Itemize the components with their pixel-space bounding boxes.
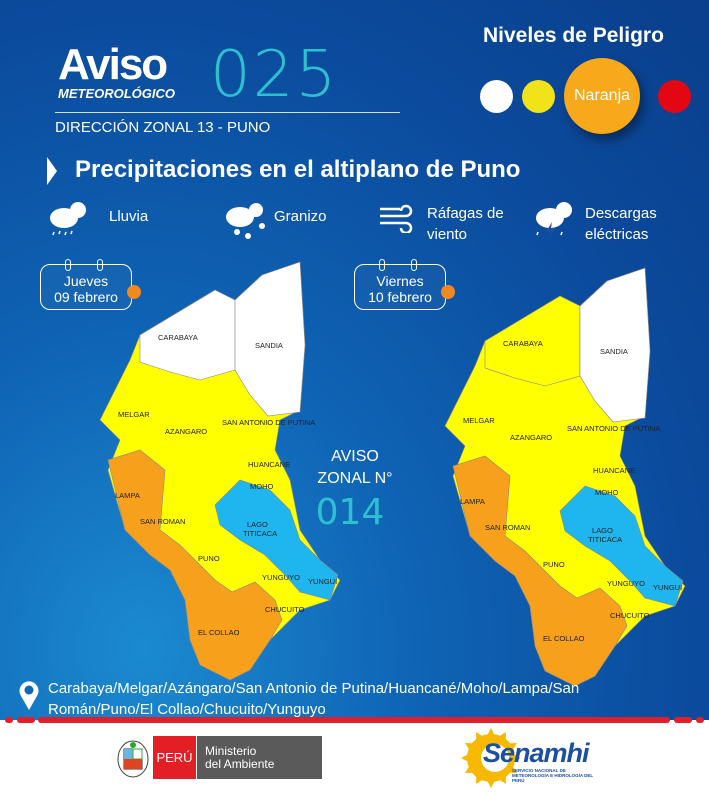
region-lake	[559, 485, 684, 607]
map-viernes: CARABAYA SANDIA MELGAR SAN ANTONIO DE PUTIN…	[444, 267, 686, 687]
peru-coat-of-arms-logo	[117, 740, 149, 778]
map-label-lampa: LAMPA	[115, 491, 140, 500]
location-pin-icon	[19, 681, 39, 710]
region-orange	[107, 449, 283, 681]
level-yellow	[522, 80, 555, 113]
map-label-lago: LAGO	[247, 520, 268, 529]
region-sandia	[579, 267, 651, 423]
main-title: Precipitaciones en el altiplano de Puno	[75, 156, 521, 183]
ministerio-text: Ministerio	[205, 744, 257, 758]
locations-list: Carabaya/Melgar/Azángaro/San Antonio de …	[48, 680, 580, 718]
map-label-san_antonio: SAN ANTONIO DE PUTINA	[567, 424, 660, 433]
ministerio-ambiente-logo: Ministerio del Ambiente	[197, 736, 322, 779]
map-label-sandia: SANDIA	[255, 341, 283, 350]
map-label-yungui: YUNGUI	[653, 583, 682, 592]
map-label-el_collao: EL COLLAO	[198, 628, 240, 637]
map-label-chucuito: CHUCUITO	[610, 611, 650, 620]
map-label-azangaro: AZANGARO	[510, 433, 552, 442]
levels-title: Niveles de Peligro	[483, 24, 664, 47]
rain-cloud-icon	[50, 202, 86, 236]
day-label: Jueves	[63, 273, 109, 289]
senamhi-sun-logo	[462, 728, 520, 788]
map-label-carabaya: CARABAYA	[158, 333, 198, 342]
map-label-huancane: HUANCANE	[248, 460, 290, 469]
level-white	[480, 80, 513, 113]
aviso-zonal-label: AVISO ZONAL N°	[317, 448, 393, 487]
hazard-label: Lluvia	[109, 208, 149, 225]
map-label-san_roman: SAN ROMAN	[485, 523, 530, 532]
hazard-label: Granizo	[274, 208, 327, 225]
wind-gust-icon	[380, 204, 413, 233]
map-label-sandia: SANDIA	[600, 347, 628, 356]
region-carabaya	[139, 289, 236, 381]
map-label-titicaca: TITICACA	[243, 529, 277, 538]
senamhi-subtitle: SERVICIO NACIONAL DE METEOROLOGÍA E HIDR…	[512, 768, 594, 783]
hail-cloud-icon	[226, 203, 265, 239]
thunderstorm-cloud-icon	[536, 202, 572, 240]
divider	[55, 112, 400, 113]
ambiente-text: del Ambiente	[205, 757, 275, 771]
map-label-lago: LAGO	[592, 526, 613, 535]
map-label-huancane: HUANCANE	[593, 466, 635, 475]
level-red	[658, 80, 691, 113]
date-label: 10 febrero	[368, 289, 432, 305]
hazard-label: Ráfagas de viento	[427, 205, 504, 243]
direccion-zonal: DIRECCIÓN ZONAL 13 - PUNO	[55, 119, 271, 136]
orange-dot	[441, 285, 455, 299]
map-label-el_collao: EL COLLAO	[543, 634, 585, 643]
hazard-label: Descargas eléctricas	[585, 205, 657, 243]
map-label-carabaya: CARABAYA	[503, 339, 543, 348]
map-label-yunguyo: YUNGUYO	[262, 573, 300, 582]
region-orange	[452, 455, 628, 687]
date-badge-jueves: Jueves 09 febrero	[40, 259, 141, 310]
date-label: 09 febrero	[54, 289, 118, 305]
region-lake	[214, 479, 339, 601]
map-label-moho: MOHO	[250, 482, 273, 491]
region-sandia	[234, 261, 306, 417]
map-label-titicaca: TITICACA	[588, 535, 622, 544]
map-label-puno: PUNO	[198, 554, 220, 563]
aviso-title: Aviso	[58, 40, 168, 89]
peru-logo: PERÚ	[153, 736, 196, 779]
region-carabaya	[484, 295, 581, 387]
map-label-chucuito: CHUCUITO	[265, 605, 305, 614]
map-label-yunguyo: YUNGUYO	[607, 579, 645, 588]
aviso-zonal-number: 014	[315, 492, 385, 533]
map-label-san_antonio: SAN ANTONIO DE PUTINA	[222, 418, 315, 427]
map-jueves: CARABAYA SANDIA MELGAR SAN ANTONIO DE PUTIN…	[99, 261, 341, 681]
map-label-azangaro: AZANGARO	[165, 427, 207, 436]
maps: CARABAYA SANDIA MELGAR SAN ANTONIO DE PUTIN…	[99, 261, 686, 687]
aviso-number: 025	[210, 38, 339, 112]
date-badge-viernes: Viernes 10 febrero	[354, 259, 455, 310]
map-label-melgar: MELGAR	[463, 416, 495, 425]
senamhi-logo-text: Senamhi	[483, 738, 590, 768]
map-label-puno: PUNO	[543, 560, 565, 569]
map-label-yungui: YUNGUI	[308, 577, 337, 586]
map-label-san_roman: SAN ROMAN	[140, 517, 185, 526]
orange-dot	[127, 285, 141, 299]
arrow-icon	[47, 157, 57, 185]
red-divider	[5, 717, 704, 723]
map-label-lampa: LAMPA	[460, 497, 485, 506]
aviso-subtitle: METEOROLÓGICO	[58, 86, 175, 101]
level-orange-active: Naranja	[564, 58, 640, 134]
map-label-melgar: MELGAR	[118, 410, 150, 419]
day-label: Viernes	[376, 273, 424, 289]
map-label-moho: MOHO	[595, 488, 618, 497]
